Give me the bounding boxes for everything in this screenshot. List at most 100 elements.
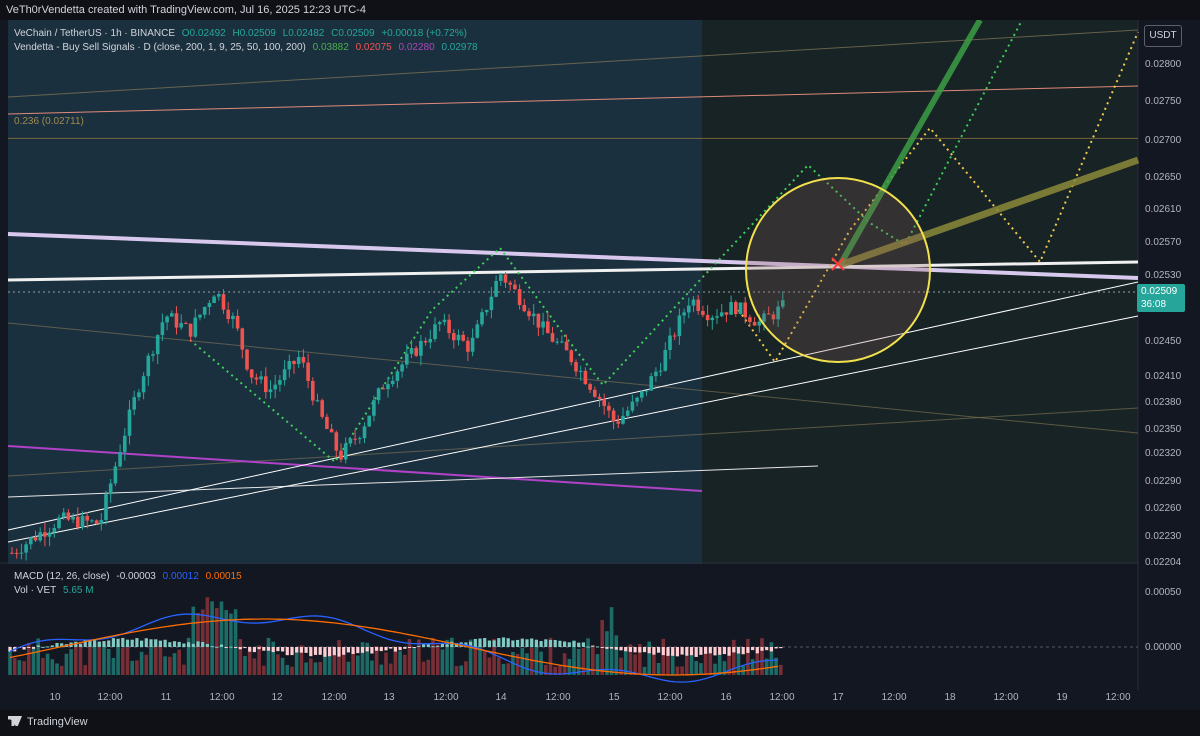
macd-histogram-bar (299, 647, 303, 653)
volume-bar (83, 665, 87, 675)
time-tick-label: 12 (271, 692, 283, 703)
candle-body (137, 392, 141, 398)
macd-hist-value: -0.00003 (116, 571, 156, 582)
macd-histogram-bar (666, 647, 670, 656)
volume-bar (374, 646, 379, 675)
candle-body (776, 306, 780, 320)
macd-histogram-bar (671, 647, 675, 656)
macd-histogram-bar (600, 647, 604, 648)
volume-bar (130, 660, 134, 675)
volume-bar (417, 639, 421, 675)
candle-body (668, 335, 672, 350)
candle-body (24, 544, 28, 553)
candle-body (170, 313, 174, 317)
candle-body (743, 302, 747, 318)
price-chart[interactable]: 0.02800 0.02750 0.02700 0.02650 0.02610 0.025… (0, 20, 1200, 710)
macd-histogram-bar (177, 641, 181, 647)
macd-histogram-bar (74, 641, 78, 647)
volume-bar (59, 665, 64, 675)
macd-histogram-bar (111, 638, 115, 647)
candle-body (372, 400, 376, 416)
support-trendline-2 (7, 315, 1139, 543)
volume-bar (219, 601, 224, 675)
volume-bar (229, 613, 233, 675)
volume-bar (55, 663, 59, 675)
macd-histogram-bar (384, 647, 388, 651)
macd-histogram-bar (718, 647, 722, 655)
ohlc-close: C0.02509 (331, 28, 375, 39)
macd-histogram-bar (154, 639, 158, 647)
overlay-layer (745, 20, 1140, 363)
macd-histogram-bar (741, 647, 745, 655)
volume-bar (121, 647, 125, 675)
macd-histogram-bar (238, 647, 242, 650)
macd-histogram-bar (426, 644, 430, 647)
macd-histogram-bar (567, 642, 571, 647)
macd-histogram-bar (699, 647, 703, 655)
candle-body (395, 371, 400, 381)
volume-bar (294, 647, 299, 675)
macd-signal-line (9, 618, 779, 676)
candle-body (47, 532, 52, 537)
volume-bar (708, 652, 713, 675)
macd-histogram-bar (252, 647, 256, 653)
price-tick-label: 0.02610 (1145, 204, 1182, 215)
volume-bar (544, 664, 548, 675)
time-tick-label: 12:00 (993, 692, 1018, 703)
volume-bar (421, 661, 426, 675)
olive-target-arrow (838, 156, 1140, 269)
candle-body (296, 357, 301, 365)
candle-body (367, 415, 371, 427)
volume-bar (215, 608, 219, 675)
volume-bar (703, 652, 708, 675)
volume-bar (351, 651, 355, 675)
volume-bar (238, 639, 243, 675)
volume-bar (605, 631, 609, 675)
macd-histogram-bar (182, 643, 186, 647)
macd-histogram-bar (586, 646, 590, 648)
candle-body (278, 380, 282, 385)
volume-bar (186, 637, 191, 675)
candle-body (762, 313, 766, 322)
descending-thin-line (7, 322, 1139, 434)
candle-body (146, 355, 151, 377)
indicator-legend: Vendetta - Buy Sell Signals · D (close, … (14, 42, 482, 53)
candle-body (193, 317, 198, 337)
macd-histogram-bar (389, 647, 393, 649)
macd-histogram-bar (647, 647, 651, 654)
time-tick-label: 17 (832, 692, 844, 703)
candle-body (616, 421, 621, 424)
candle-body (235, 315, 240, 329)
watermark-header: VeTh0rVendetta created with TradingView.… (0, 0, 1200, 20)
volume-bar (642, 666, 647, 675)
volume-bar (764, 658, 769, 675)
macd-histogram-bar (210, 646, 214, 648)
candle-body (118, 451, 122, 467)
macd-histogram-bar (168, 642, 172, 647)
macd-histogram-bar (675, 647, 679, 657)
candle-body (99, 519, 104, 524)
candle-body (113, 466, 118, 484)
macd-histogram-bar (478, 638, 482, 647)
candle-body (301, 357, 306, 363)
time-tick-label: 13 (383, 692, 395, 703)
ohlc-open: O0.02492 (181, 28, 226, 39)
currency-selector[interactable]: USDT (1144, 25, 1182, 47)
candle-body (207, 303, 212, 307)
candle-body (254, 377, 259, 380)
candle-body (550, 333, 555, 342)
volume-bar (478, 644, 482, 675)
volume-bar (473, 644, 478, 675)
macd-histogram-bar (628, 647, 632, 652)
candle-body (635, 397, 639, 402)
candle-body (710, 317, 715, 321)
candle-body (433, 324, 437, 339)
volume-bar (17, 660, 22, 675)
volume-bar (464, 661, 468, 675)
candle-body (419, 340, 423, 356)
macd-histogram-bar (689, 647, 694, 656)
volume-bar (581, 648, 586, 675)
volume-bar (769, 642, 774, 675)
price-axis: 0.02800 0.02750 0.02700 0.02650 0.02610 0.025… (1145, 59, 1182, 653)
volume-bar (172, 653, 177, 675)
